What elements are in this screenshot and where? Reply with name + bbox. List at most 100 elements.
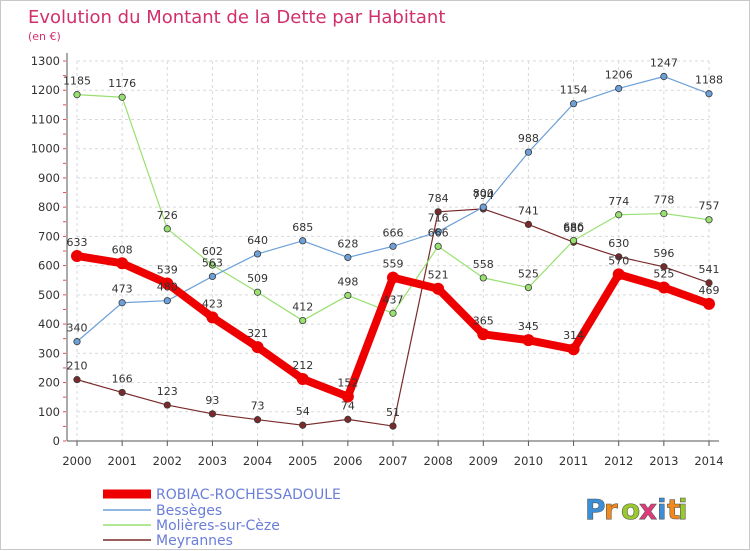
data-label: 757	[699, 200, 720, 213]
y-tick-label: 100	[38, 405, 60, 419]
data-label: 563	[202, 256, 223, 269]
x-tick-label: 2004	[243, 454, 272, 468]
data-point	[434, 228, 442, 236]
legend-label: ROBIAC-ROCHESSADOULE	[156, 487, 341, 503]
data-label: 210	[67, 360, 88, 373]
data-point	[389, 242, 397, 250]
y-tick-label: 1000	[31, 142, 60, 156]
data-label: 365	[473, 314, 494, 327]
data-point	[299, 316, 307, 325]
data-label: 1206	[605, 68, 633, 81]
data-label: 93	[205, 394, 219, 407]
legend-label: Molières-sur-Cèze	[156, 518, 280, 534]
y-tick-label: 1100	[31, 112, 60, 126]
x-tick-label: 2000	[62, 454, 91, 468]
data-label: 778	[653, 194, 674, 207]
logo-letter: x	[639, 493, 657, 526]
x-tick-label: 2003	[198, 454, 227, 468]
data-label: 437	[383, 293, 404, 306]
data-point	[479, 274, 487, 282]
logo-letter: o	[621, 493, 640, 526]
y-tick-label: 1200	[31, 83, 60, 97]
legend: ROBIAC-ROCHESSADOULEBessègesMolières-sur…	[103, 487, 341, 549]
legend-label: Bessèges	[156, 503, 222, 519]
data-point	[299, 421, 307, 429]
data-label: 473	[112, 283, 133, 296]
data-label: 152	[337, 377, 358, 390]
data-point	[705, 90, 713, 98]
logo-letter: i	[657, 493, 667, 526]
logo-letter: i	[678, 493, 688, 526]
data-point	[251, 341, 264, 354]
data-label: 321	[247, 327, 268, 340]
data-label: 525	[653, 268, 674, 281]
x-tick-label: 2011	[559, 454, 588, 468]
chart-unit: (en €)	[28, 30, 61, 43]
data-point	[118, 299, 126, 307]
data-label: 73	[251, 400, 265, 413]
data-label: 559	[383, 258, 404, 271]
data-point	[163, 401, 171, 409]
data-label: 525	[518, 268, 539, 281]
data-label: 558	[473, 258, 494, 271]
y-tick-label: 800	[38, 200, 60, 214]
x-tick-label: 2006	[333, 454, 362, 468]
data-point	[253, 250, 262, 258]
data-label: 666	[383, 226, 404, 239]
data-label: 423	[202, 297, 223, 310]
data-label: 686	[563, 220, 584, 233]
data-point	[206, 311, 219, 324]
chart-title: Evolution du Montant de la Dette par Hab…	[28, 7, 445, 28]
data-label: 800	[473, 187, 494, 200]
data-point	[73, 376, 81, 384]
data-label: 640	[247, 234, 268, 247]
data-label: 51	[386, 406, 400, 419]
data-label: 680	[563, 222, 584, 235]
data-label: 212	[292, 359, 313, 372]
data-point	[116, 257, 129, 270]
data-point	[657, 281, 670, 294]
data-point	[705, 216, 713, 224]
data-point	[389, 422, 397, 430]
data-label: 602	[202, 245, 223, 258]
data-label: 608	[112, 243, 133, 256]
data-point	[522, 334, 535, 347]
data-point	[163, 297, 171, 305]
data-point	[341, 390, 354, 403]
data-label: 1176	[108, 77, 136, 90]
data-point	[434, 242, 442, 250]
data-label: 988	[518, 132, 539, 145]
data-point	[660, 263, 668, 271]
x-tick-label: 2009	[469, 454, 498, 468]
data-point	[208, 410, 217, 418]
y-tick-label: 1300	[31, 54, 60, 68]
y-tick-label: 700	[38, 229, 60, 243]
axes: 0 100 200 300 400 500 600 700 800 900 1000 1100 1200…	[31, 53, 724, 468]
data-label: 666	[428, 226, 449, 239]
data-point	[432, 282, 445, 295]
x-tick-label: 2001	[108, 454, 137, 468]
data-label: 1188	[695, 74, 723, 87]
x-tick-label: 2005	[288, 454, 317, 468]
data-point	[567, 343, 580, 356]
data-point	[344, 253, 352, 262]
data-label: 54	[296, 405, 310, 418]
data-label: 480	[157, 281, 178, 294]
data-label: 630	[608, 237, 629, 250]
data-label: 596	[653, 247, 674, 260]
data-point	[569, 100, 578, 108]
data-label: 726	[157, 209, 178, 222]
data-point	[296, 373, 309, 386]
data-label: 570	[608, 254, 629, 267]
data-point	[524, 220, 533, 228]
data-point	[612, 268, 625, 281]
x-tick-label: 2012	[604, 454, 633, 468]
data-label: 633	[67, 236, 88, 249]
data-label: 166	[112, 372, 133, 385]
data-point	[524, 148, 533, 156]
data-point	[253, 288, 262, 296]
y-tick-label: 0	[53, 434, 60, 448]
data-label: 794	[473, 189, 494, 202]
logo-letter: t	[667, 493, 680, 526]
